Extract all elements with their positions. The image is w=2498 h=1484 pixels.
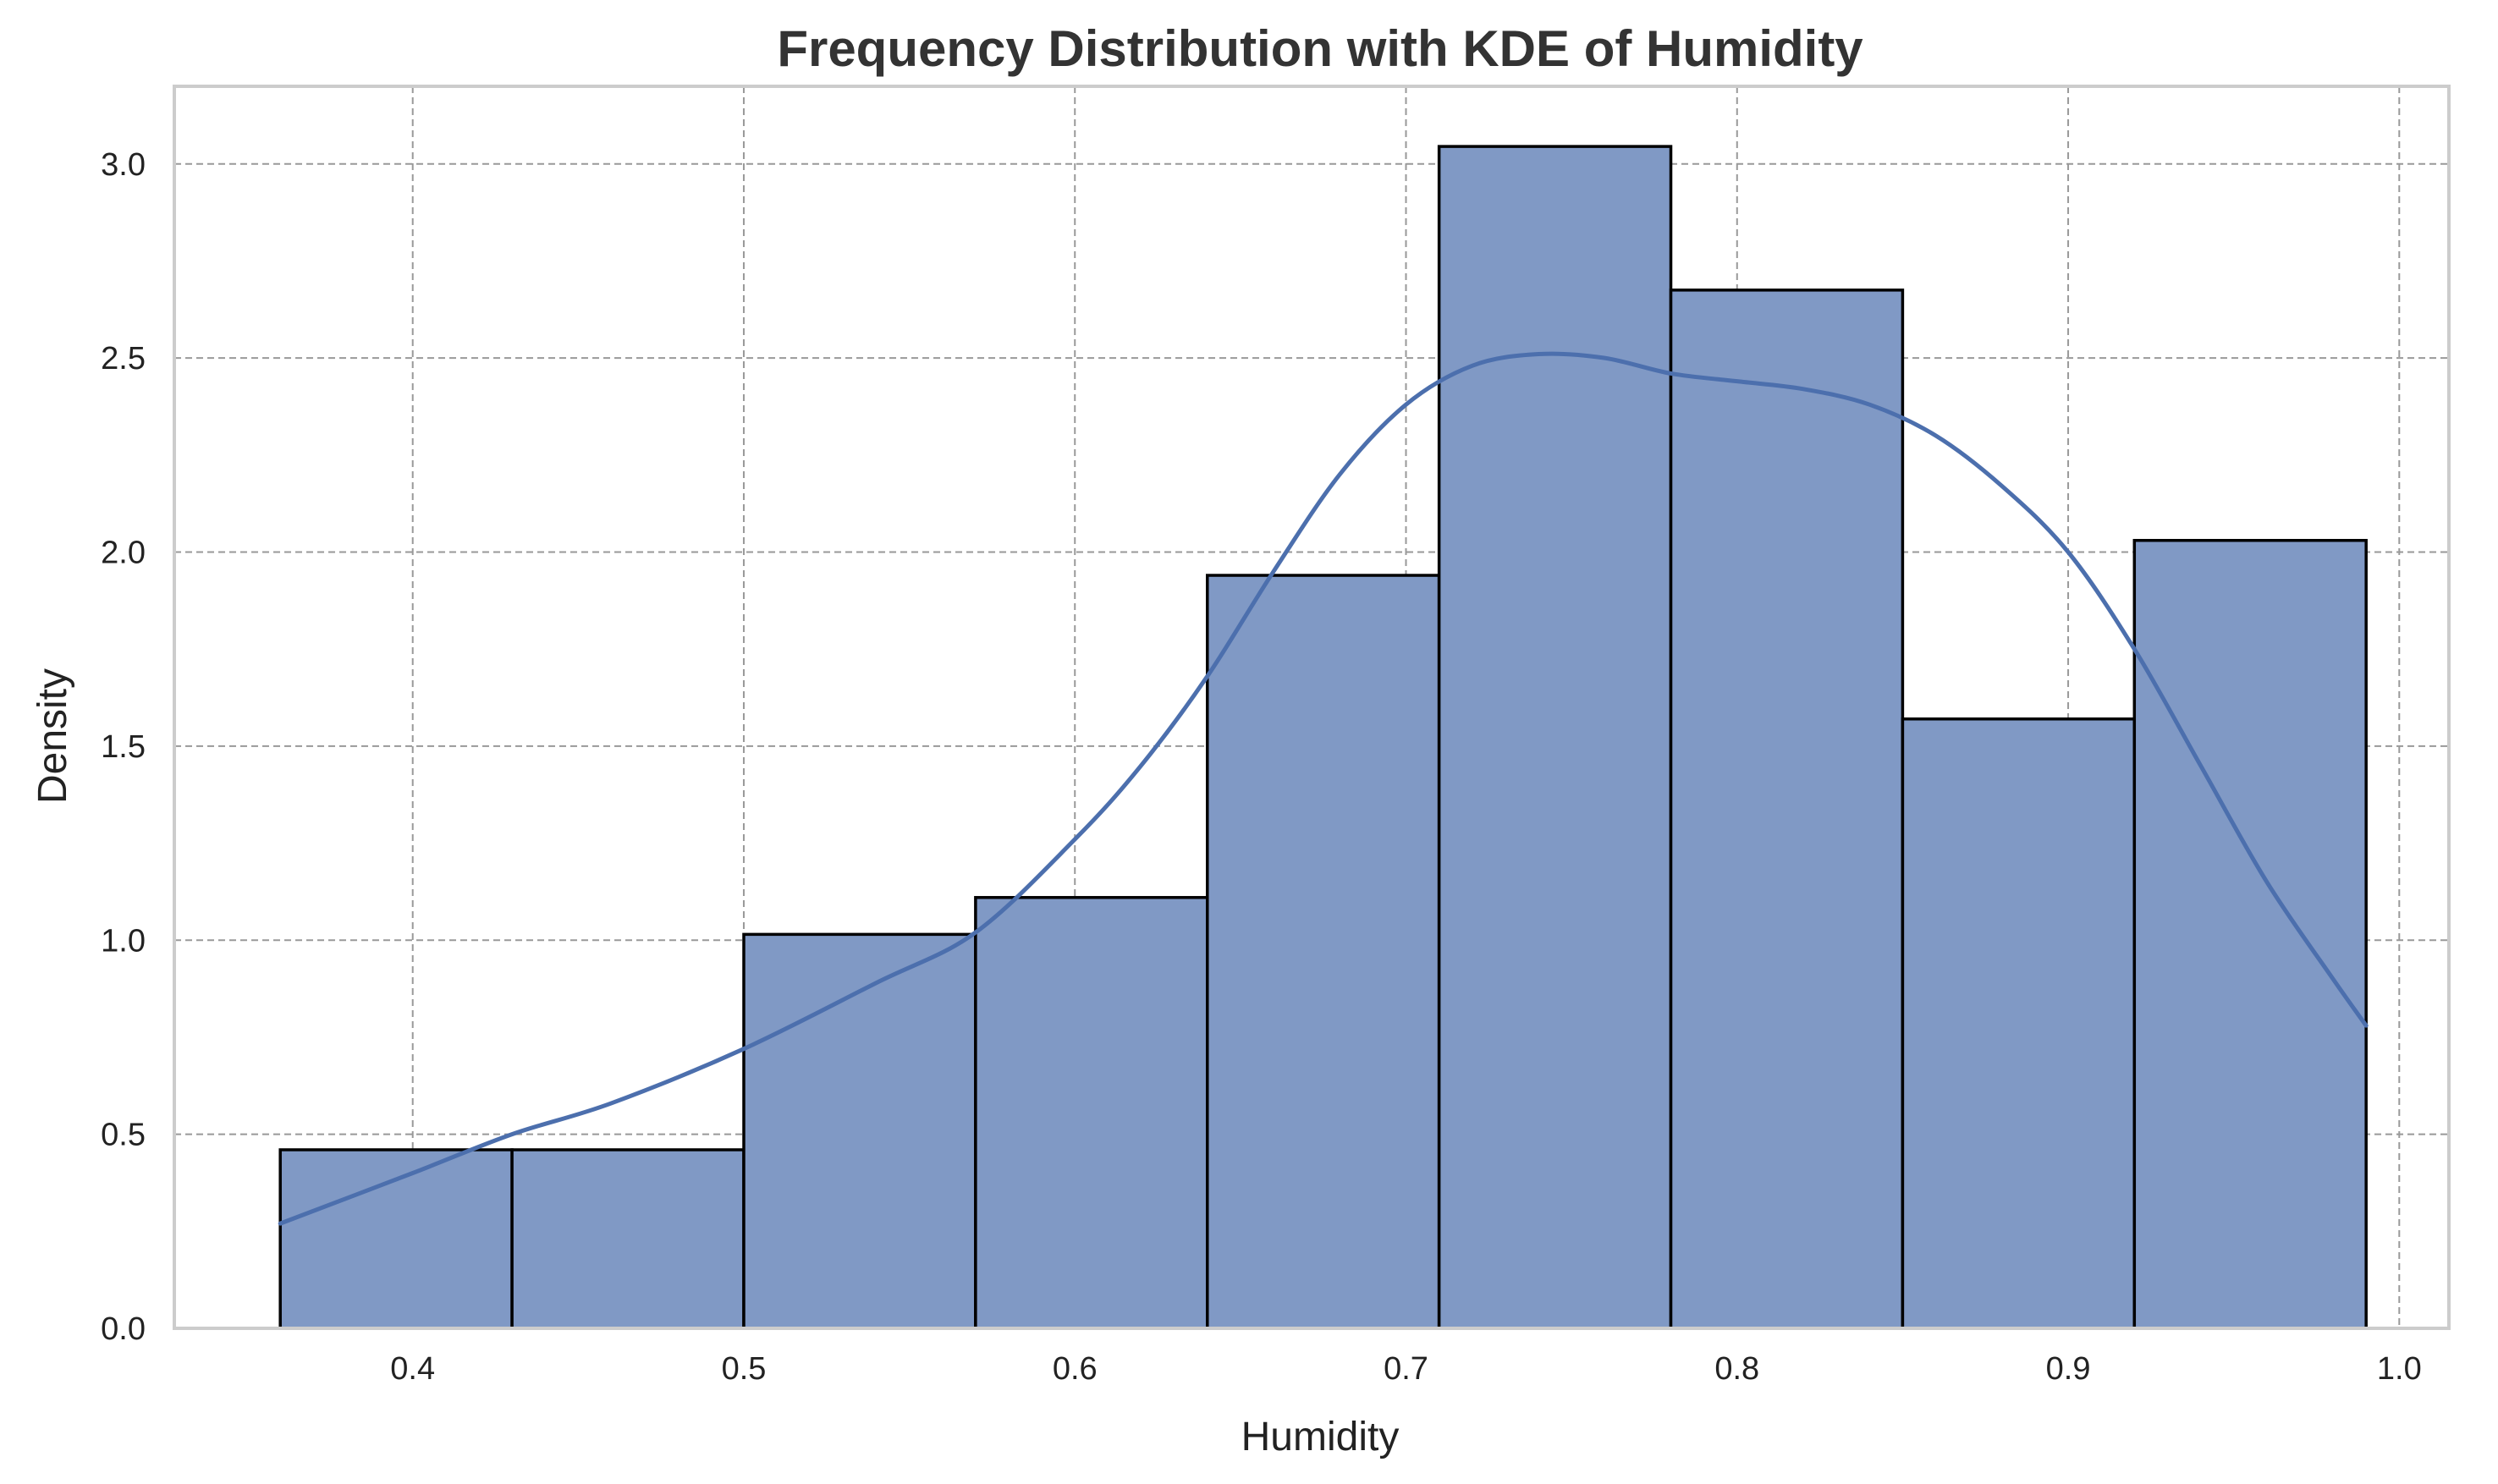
histogram-bar	[278, 1148, 514, 1330]
kde-curve-group	[278, 351, 2369, 1226]
y-tick-label: 1.0	[101, 923, 146, 959]
histogram-bar	[510, 1148, 746, 1330]
x-tick-labels: 0.4 0.5 0.6 0.7 0.8 0.9 1.0	[390, 1351, 2421, 1387]
x-tick-label: 0.9	[2046, 1351, 2091, 1387]
y-tick-label: 2.5	[101, 341, 146, 376]
axes-frame	[173, 85, 2451, 1330]
histogram-bar	[1669, 289, 1905, 1330]
histogram-bar	[742, 932, 977, 1330]
histogram-bar	[2132, 538, 2368, 1330]
y-tick-label: 0.0	[101, 1311, 146, 1347]
x-tick-label: 1.0	[2377, 1351, 2422, 1387]
histogram-bar	[1901, 717, 2137, 1330]
histogram-bars	[278, 145, 2368, 1330]
x-tick-label: 0.6	[1053, 1351, 1098, 1387]
y-axis-label: Density	[30, 668, 75, 804]
y-tick-label: 2.0	[101, 536, 146, 571]
x-tick-label: 0.7	[1384, 1351, 1428, 1387]
kde-curve	[278, 351, 2369, 1226]
y-tick-label: 1.5	[101, 729, 146, 765]
histogram-bar	[974, 896, 1209, 1330]
histogram-bar	[1437, 145, 1673, 1330]
x-tick-label: 0.8	[1714, 1351, 1759, 1387]
chart-title: Frequency Distribution with KDE of Humid…	[777, 20, 1863, 77]
y-tick-label: 0.5	[101, 1118, 146, 1153]
y-tick-label: 3.0	[101, 147, 146, 183]
y-tick-labels: 0.0 0.5 1.0 1.5 2.0 2.5 3.0	[101, 147, 146, 1347]
histogram-bar	[1206, 574, 1441, 1330]
x-tick-label: 0.5	[722, 1351, 767, 1387]
x-tick-label: 0.4	[390, 1351, 435, 1387]
x-axis-label: Humidity	[1241, 1415, 1400, 1459]
